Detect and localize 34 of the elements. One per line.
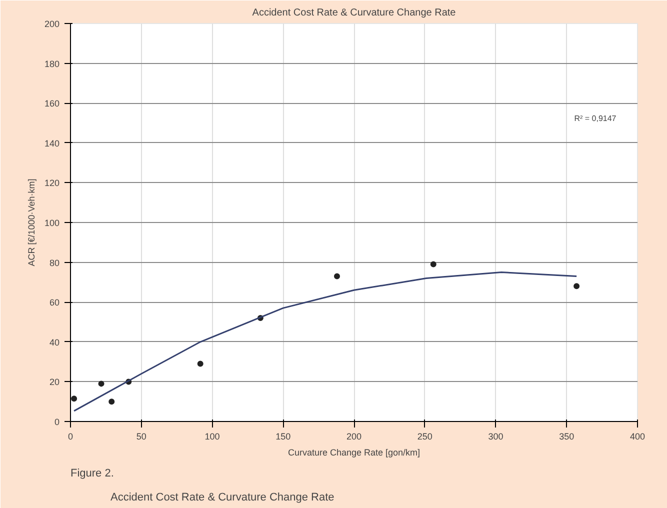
annotation: R² = 0,9147: [574, 114, 617, 123]
x-tick-label: 0: [68, 432, 74, 442]
caption: Figure 2.: [70, 468, 114, 480]
y-tick-label: 20: [49, 377, 60, 388]
chart-title: Accident Cost Rate & Curvature Change Rate: [252, 8, 456, 18]
line-series: [73, 272, 578, 412]
y-axis-title: ACR [€/1000·Veh·km]: [26, 178, 36, 266]
point: [108, 398, 115, 405]
x-tick-label: 200: [346, 432, 362, 442]
x-tick-label: 350: [559, 432, 574, 442]
y-tick-label: 140: [44, 138, 60, 148]
y-tick-label: 200: [44, 19, 60, 29]
point: [197, 360, 204, 367]
point: [98, 380, 104, 387]
x-tick-label: 250: [417, 432, 432, 442]
point: [574, 283, 580, 290]
y-tick-label: 40: [49, 337, 60, 348]
y-tick-label: 0: [54, 417, 60, 427]
x-tick-label: 300: [488, 432, 504, 442]
y-tick-label: 80: [49, 258, 60, 268]
y-tick-label: 120: [44, 178, 60, 188]
y-tick-label: 180: [44, 58, 60, 69]
point: [71, 396, 78, 402]
y-tick-label: 100: [44, 218, 60, 228]
x-tick-label: 400: [630, 432, 646, 442]
y-tick-label: 160: [44, 98, 60, 109]
point: [334, 273, 340, 280]
point: [430, 261, 436, 268]
x-tick-label: 50: [136, 432, 146, 442]
x-tick-label: 100: [204, 432, 220, 442]
x-tick-label: 150: [276, 432, 291, 442]
text: Accident Cost Rate & Curvature Change Rate: [110, 492, 334, 504]
x-axis-title: Curvature Change Rate [gon/km]: [288, 448, 420, 458]
y-tick-label: 60: [49, 298, 60, 308]
